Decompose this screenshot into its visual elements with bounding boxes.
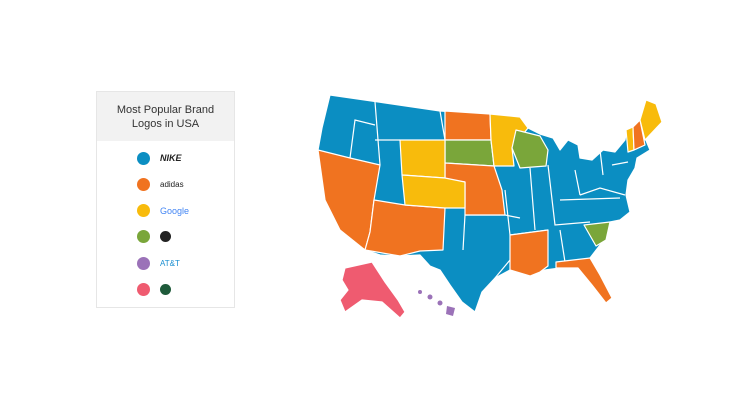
brand-logo: AT&T [160, 258, 180, 268]
legend-swatch [137, 151, 150, 165]
legend-item [137, 283, 171, 297]
legend: Most Popular Brand Logos in USA NIKE adid… [96, 91, 235, 308]
legend-item: AT&T [137, 256, 180, 270]
legend-item: Google [137, 204, 189, 218]
brand-logo: NIKE [160, 153, 182, 163]
state-region [509, 229, 549, 277]
state-region [444, 110, 492, 141]
legend-item [137, 230, 171, 244]
state-region [401, 174, 466, 209]
state-region [399, 139, 446, 179]
state-region [418, 290, 422, 294]
legend-swatch [137, 256, 150, 270]
brand-logo-icon [160, 284, 171, 295]
brand-logo-icon [160, 231, 171, 243]
state-region [583, 221, 611, 247]
legend-swatch [137, 204, 150, 218]
state-region [339, 261, 406, 319]
legend-swatch [137, 283, 150, 296]
state-region [639, 99, 663, 141]
state-region [364, 199, 446, 257]
hawaii [418, 290, 455, 316]
brand-logo: adidas [160, 179, 184, 189]
legend-item: adidas [137, 177, 184, 191]
state-region [632, 119, 646, 151]
legend-title: Most Popular Brand Logos in USA [97, 92, 234, 141]
state-region [437, 300, 443, 306]
state-region [489, 113, 529, 167]
state-region [511, 129, 549, 169]
legend-swatch [137, 177, 150, 191]
legend-swatch [137, 230, 150, 244]
state-region [555, 257, 613, 304]
state-region [446, 306, 455, 316]
brand-logo: Google [160, 205, 190, 216]
legend-item: NIKE [137, 151, 182, 165]
state-region [444, 139, 495, 167]
state-region [427, 294, 433, 300]
